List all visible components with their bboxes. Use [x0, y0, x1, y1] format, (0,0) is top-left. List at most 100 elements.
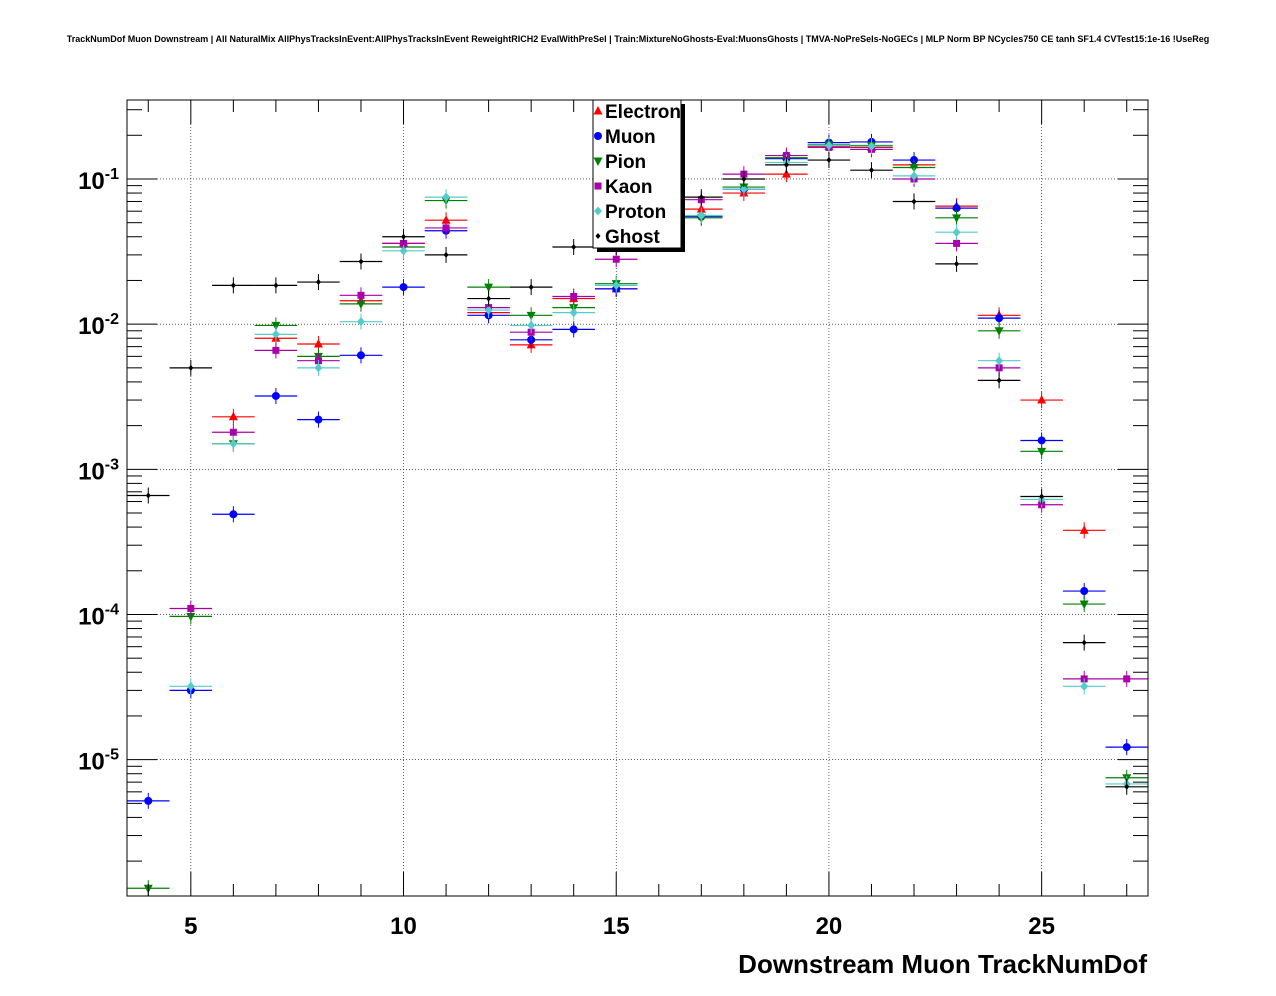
- data-point-proton: [527, 320, 536, 330]
- data-point-proton: [910, 171, 919, 181]
- data-point-pion: [356, 300, 366, 309]
- data-point-ghost: [826, 157, 832, 164]
- data-point-kaon: [442, 224, 450, 232]
- data-point-ghost: [528, 284, 534, 291]
- data-point-ghost: [996, 377, 1002, 384]
- data-point-ghost: [741, 175, 747, 182]
- data-point-electron: [1079, 525, 1089, 534]
- x-axis-label: Downstream Muon TrackNumDof: [738, 949, 1147, 979]
- data-point-ghost: [1081, 639, 1087, 646]
- y-tick-exponent: -4: [105, 601, 119, 618]
- data-point-ghost: [911, 198, 917, 205]
- data-point-muon: [356, 351, 365, 360]
- x-tick-label: 15: [603, 913, 630, 940]
- legend-entry-kaon: Kaon: [605, 177, 653, 198]
- data-point-electron: [228, 411, 238, 421]
- y-tick-exponent: -1: [105, 166, 119, 183]
- data-point-proton: [867, 141, 876, 151]
- data-point-pion: [952, 214, 962, 223]
- legend-marker-pion: [593, 157, 603, 166]
- y-tick-exponent: -5: [105, 747, 119, 764]
- data-point-muon: [314, 415, 323, 424]
- data-point-proton: [739, 184, 748, 194]
- data-point-kaon: [570, 293, 578, 301]
- legend-marker-muon: [594, 132, 602, 140]
- y-tick-base: 10: [78, 603, 105, 630]
- data-point-electron: [781, 169, 791, 178]
- data-point-muon: [229, 510, 238, 519]
- data-point-proton: [824, 141, 833, 151]
- legend-marker-kaon: [594, 182, 602, 190]
- data-point-kaon: [1123, 675, 1131, 683]
- data-point-proton: [229, 439, 238, 449]
- data-point-muon: [144, 796, 153, 805]
- y-tick-exponent: -3: [105, 456, 119, 473]
- data-point-proton: [356, 317, 365, 327]
- data-point-pion: [526, 311, 536, 321]
- legend-marker-proton: [594, 206, 602, 216]
- series-layer: [127, 133, 1148, 897]
- data-point-proton: [952, 227, 961, 237]
- legend-entry-pion: Pion: [605, 152, 646, 173]
- legend-entry-ghost: Ghost: [605, 227, 661, 248]
- data-point-proton: [442, 192, 451, 202]
- data-point-ghost: [315, 279, 321, 286]
- data-point-ghost: [698, 194, 704, 201]
- y-tick-base: 10: [78, 458, 105, 485]
- legend-box: [592, 99, 682, 249]
- data-point-muon: [1037, 436, 1046, 445]
- data-point-proton: [569, 308, 578, 318]
- data-point-kaon: [612, 255, 620, 263]
- data-point-proton: [186, 681, 195, 691]
- y-tick-label: 10-5: [78, 747, 119, 776]
- y-tick-label: 10-2: [78, 311, 119, 340]
- data-point-ghost: [1124, 783, 1130, 790]
- data-point-proton: [1080, 681, 1089, 691]
- data-point-electron: [313, 338, 323, 348]
- data-point-kaon: [187, 604, 195, 612]
- data-point-ghost: [145, 492, 151, 499]
- data-point-pion: [186, 612, 196, 622]
- data-point-ghost: [868, 167, 874, 174]
- data-point-proton: [697, 211, 706, 221]
- y-tick-base: 10: [78, 168, 105, 195]
- data-point-ghost: [1039, 493, 1045, 500]
- data-point-ghost: [273, 282, 279, 289]
- data-point-kaon: [272, 346, 280, 354]
- data-point-electron: [1037, 395, 1047, 404]
- data-point-pion: [484, 283, 494, 293]
- data-point-ghost: [954, 260, 960, 267]
- x-tick-label: 25: [1028, 913, 1055, 940]
- data-point-muon: [952, 204, 961, 213]
- chart-title: TrackNumDof Muon Downstream | All Natura…: [67, 34, 1209, 44]
- data-point-ghost: [230, 282, 236, 289]
- legend-entry-proton: Proton: [605, 202, 666, 223]
- data-point-ghost: [486, 295, 492, 302]
- data-point-muon: [995, 314, 1004, 323]
- series-ghost: [127, 152, 1148, 795]
- data-point-ghost: [401, 233, 407, 240]
- data-point-ghost: [188, 364, 194, 371]
- data-point-muon: [569, 325, 578, 334]
- x-tick-label: 10: [390, 913, 417, 940]
- y-tick-label: 10-3: [78, 456, 119, 485]
- y-tick-base: 10: [78, 313, 105, 340]
- data-point-pion: [994, 327, 1004, 336]
- data-point-muon: [271, 391, 280, 400]
- data-point-pion: [1079, 600, 1089, 610]
- data-point-ghost: [571, 243, 577, 250]
- legend-entry-electron: Electron: [605, 102, 681, 123]
- data-point-muon: [399, 283, 408, 292]
- x-tick-label: 5: [184, 913, 197, 940]
- data-point-proton: [271, 329, 280, 339]
- data-point-ghost: [358, 258, 364, 265]
- data-point-kaon: [357, 291, 365, 299]
- legend: Electron Muon Pion Kaon Proton Ghost: [592, 99, 685, 252]
- data-point-pion: [271, 321, 281, 331]
- data-point-proton: [484, 305, 493, 315]
- data-point-proton: [399, 246, 408, 256]
- data-point-kaon: [229, 428, 237, 436]
- x-tick-label: 20: [816, 913, 843, 940]
- legend-entry-muon: Muon: [605, 127, 656, 148]
